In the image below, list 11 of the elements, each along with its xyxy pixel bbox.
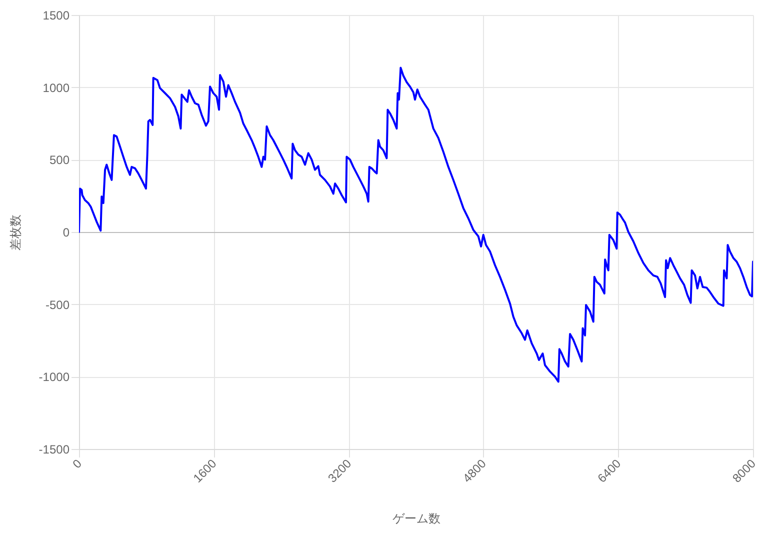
y-tick-label: 500 xyxy=(49,153,70,168)
y-tick-label: 1000 xyxy=(42,80,70,95)
y-tick-label: 1500 xyxy=(42,8,70,22)
x-tick-label: 0 xyxy=(70,456,85,472)
y-tick-label: -500 xyxy=(45,298,70,312)
x-axis-title: ゲーム数 xyxy=(392,512,440,526)
y-axis-title: 差枚数 xyxy=(8,214,22,250)
y-tick-label: 0 xyxy=(62,226,70,240)
line-series xyxy=(79,66,753,383)
y-tick-label: -1500 xyxy=(38,442,70,456)
y-tick-label: -1000 xyxy=(38,370,70,384)
